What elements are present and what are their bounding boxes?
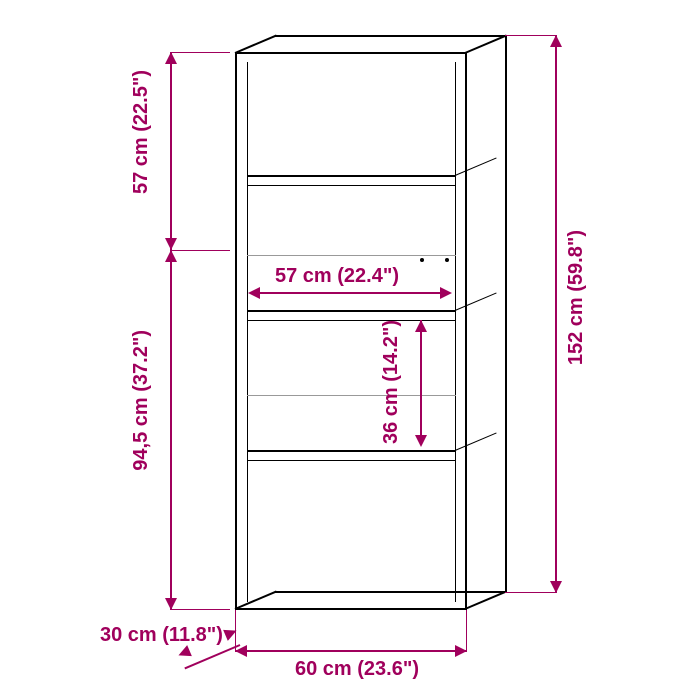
shelf1-diag (455, 157, 497, 176)
shelf3-diag (455, 432, 497, 451)
arrow (165, 250, 177, 262)
arrow (165, 52, 177, 64)
shelf-2-front (247, 310, 456, 312)
shelf-diag-bl (235, 590, 277, 609)
shelf-2b (247, 395, 456, 396)
arrow (550, 35, 562, 47)
shelf-1-front (247, 175, 456, 177)
shelf-inner-right (455, 62, 456, 602)
shelf-back-right (505, 35, 507, 593)
arrow (176, 645, 192, 661)
ext-line (170, 52, 230, 53)
shelf-3-thick (247, 460, 456, 461)
shelf-diag-tl (235, 34, 277, 53)
dim-inner-width-line (250, 292, 450, 294)
ext-line (170, 250, 230, 251)
shelf-back-bottom (275, 591, 507, 593)
shelf-top-edge (235, 52, 467, 54)
dimension-diagram: 57 cm (22.5") 94,5 cm (37.2") 152 cm (59… (0, 0, 700, 700)
dim-lower-height-line (170, 250, 172, 610)
dim-shelf-height-line (420, 320, 422, 445)
dim-width-label: 60 cm (23.6") (295, 658, 419, 681)
arrow (415, 320, 427, 332)
peg-hole (445, 258, 449, 262)
ext-line (466, 610, 467, 652)
dim-shelf-height-label: 36 cm (14.2") (380, 320, 403, 444)
arrow (165, 238, 177, 250)
arrow (415, 435, 427, 447)
arrow (248, 287, 260, 299)
dim-top-height-label: 57 cm (22.5") (130, 70, 153, 194)
dim-lower-height-label: 94,5 cm (37.2") (130, 330, 153, 471)
shelf-diag-br (465, 590, 507, 609)
arrow (223, 625, 239, 641)
ext-line (170, 609, 230, 610)
arrow (440, 287, 452, 299)
peg-hole (420, 258, 424, 262)
shelf-bottom-edge (235, 608, 467, 610)
shelf-diag-tr (465, 34, 507, 53)
shelf-inner-left (247, 62, 248, 602)
dim-depth-label: 30 cm (11.8") (100, 624, 223, 646)
dim-total-height-line (555, 35, 557, 593)
shelf2-diag (455, 292, 497, 311)
shelf-1b (247, 255, 456, 256)
shelf-back-top (275, 35, 507, 37)
dim-width-line (235, 650, 467, 652)
dim-top-height-line (170, 52, 172, 250)
ext-line (505, 592, 557, 593)
ext-line (505, 35, 557, 36)
dim-inner-width-label: 57 cm (22.4") (275, 265, 399, 288)
shelf-right-edge (465, 52, 467, 610)
shelf-3-front (247, 450, 456, 452)
shelf-1-thick (247, 185, 456, 186)
dim-total-height-label: 152 cm (59.8") (565, 230, 588, 365)
shelf-left-edge (235, 52, 237, 610)
dim-depth-line (184, 644, 240, 669)
